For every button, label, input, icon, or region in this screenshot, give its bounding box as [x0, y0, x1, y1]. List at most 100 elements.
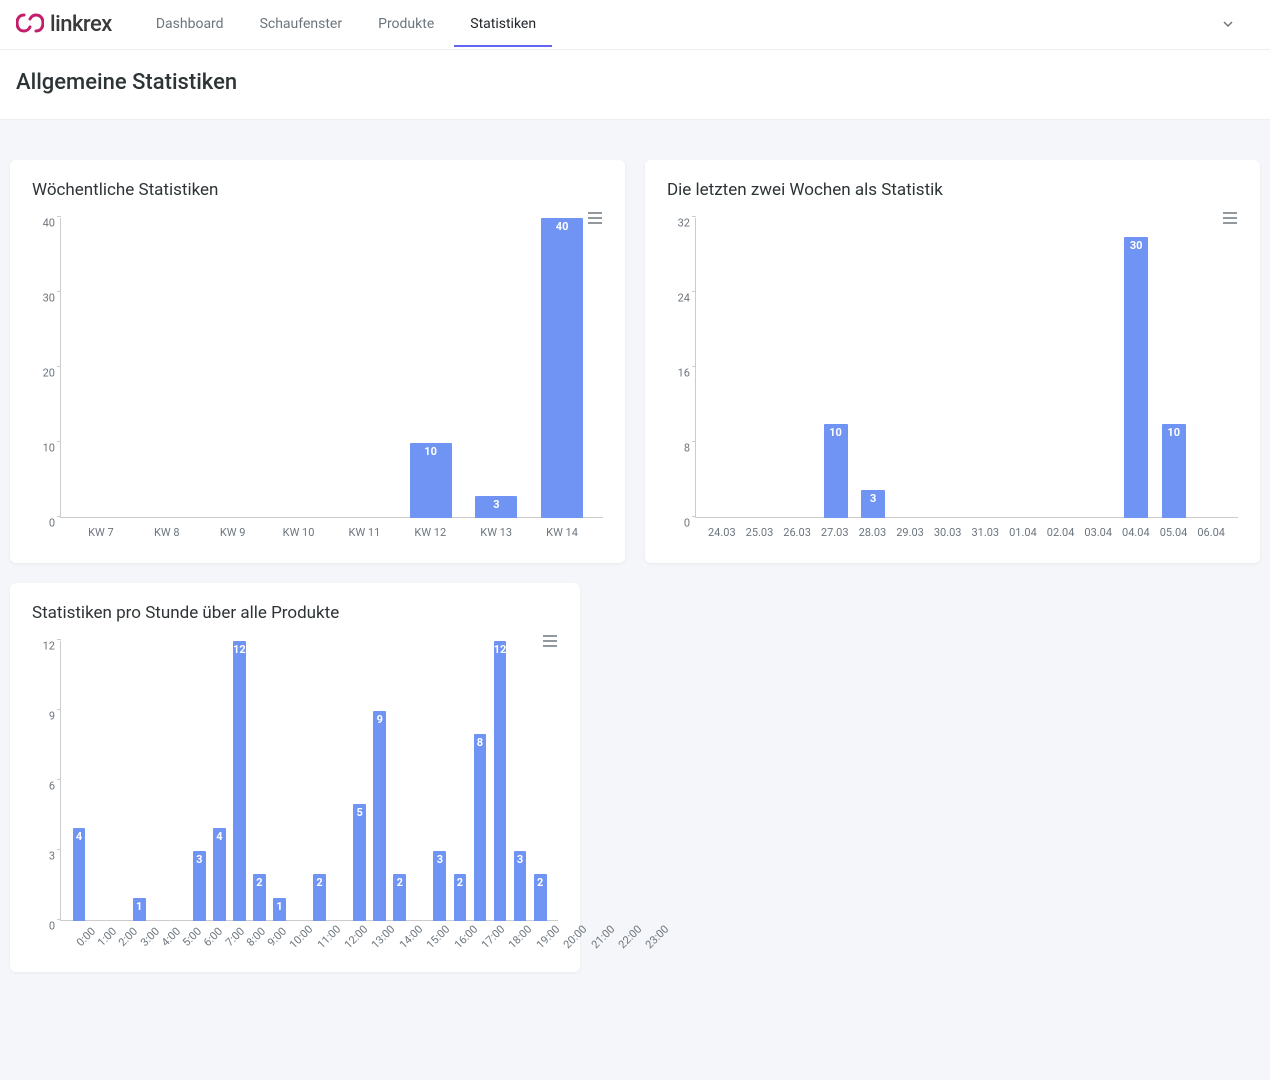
bar[interactable]: 10 [410, 443, 452, 518]
bar-value-label: 9 [377, 713, 383, 726]
card-title-hourly: Statistiken pro Stunde über alle Produkt… [32, 603, 558, 623]
card-title-weekly: Wöchentliche Statistiken [32, 180, 603, 200]
y-axis-tick: 9 [31, 710, 55, 723]
page-title: Allgemeine Statistiken [16, 70, 1254, 95]
bar[interactable]: 30 [1124, 237, 1148, 518]
y-axis-tick: 16 [666, 367, 690, 380]
bar[interactable]: 1 [273, 898, 286, 921]
x-axis-tick: 01.04 [1004, 518, 1042, 539]
bar-slot: 2 [530, 641, 550, 921]
y-axis-tick: 3 [31, 850, 55, 863]
y-axis-tick: 6 [31, 780, 55, 793]
bars-container: 10 3 40 [61, 218, 603, 518]
bar[interactable]: 10 [824, 424, 848, 518]
x-axis-tick: KW 12 [397, 518, 463, 539]
bar[interactable]: 4 [73, 828, 86, 921]
bar[interactable]: 3 [514, 851, 527, 921]
plot-area: 01020304010340 [60, 218, 603, 518]
bar-value-label: 3 [870, 492, 876, 505]
bar[interactable]: 3 [193, 851, 206, 921]
bar-slot: 1 [129, 641, 149, 921]
chart-weekly: 01020304010340KW 7KW 8KW 9KW 10KW 11KW 1… [32, 218, 603, 539]
bar[interactable]: 5 [353, 804, 366, 921]
bar[interactable]: 2 [253, 874, 266, 921]
bar-slot: 3 [510, 641, 530, 921]
brand-logo-icon [16, 12, 44, 38]
nav-schaufenster[interactable]: Schaufenster [244, 2, 359, 47]
bar-slot [1080, 218, 1118, 518]
bar-slot [1005, 218, 1043, 518]
bar[interactable]: 3 [433, 851, 446, 921]
x-axis-tick: 02.04 [1042, 518, 1080, 539]
bar-slot [1042, 218, 1080, 518]
card-hourly-stats: Statistiken pro Stunde über alle Produkt… [10, 583, 580, 972]
x-axis-tick: 23:00 [633, 913, 671, 951]
bar-slot: 3 [189, 641, 209, 921]
x-axis-tick: KW 13 [463, 518, 529, 539]
content: Wöchentliche Statistiken 01020304010340K… [0, 120, 1270, 992]
bar-slot [779, 218, 817, 518]
bar-slot [332, 218, 398, 518]
bar-value-label: 30 [1130, 239, 1143, 252]
card-weekly-stats: Wöchentliche Statistiken 01020304010340K… [10, 160, 625, 563]
bar-value-label: 1 [276, 900, 282, 913]
y-axis-tick: 32 [666, 217, 690, 230]
bar[interactable]: 9 [373, 711, 386, 921]
x-axis-tick: 26.03 [778, 518, 816, 539]
bar[interactable]: 10 [1162, 424, 1186, 518]
nav-produkte[interactable]: Produkte [362, 2, 450, 47]
bar-value-label: 3 [517, 853, 523, 866]
y-axis-tick: 24 [666, 292, 690, 305]
main-nav: Dashboard Schaufenster Produkte Statisti… [140, 2, 552, 47]
bar-value-label: 2 [537, 876, 543, 889]
bar[interactable]: 3 [861, 490, 885, 518]
bar-slot: 4 [69, 641, 89, 921]
chart-twoweeks: 08162432103301024.0325.0326.0327.0328.03… [667, 218, 1238, 539]
x-axis-tick: KW 9 [200, 518, 266, 539]
bar-slot: 9 [370, 641, 390, 921]
bar[interactable]: 8 [474, 734, 487, 921]
bar-slot: 2 [310, 641, 330, 921]
bar-slot: 3 [464, 218, 530, 518]
bar-value-label: 4 [76, 830, 82, 843]
x-axis-tick: 03.04 [1079, 518, 1117, 539]
bar[interactable]: 12 [494, 641, 507, 921]
bar[interactable]: 4 [213, 828, 226, 921]
y-axis-tick: 20 [31, 367, 55, 380]
x-axis-tick: 30.03 [929, 518, 967, 539]
bar-slot: 3 [430, 641, 450, 921]
bar-slot: 2 [249, 641, 269, 921]
x-axis-tick: KW 8 [134, 518, 200, 539]
x-axis-tick: 04.04 [1117, 518, 1155, 539]
bar-value-label: 5 [357, 806, 363, 819]
plot-area: 081624321033010 [695, 218, 1238, 518]
plot-area: 0369124134122125923281232 [60, 641, 558, 921]
y-axis-tick: 30 [31, 292, 55, 305]
x-axis-labels: KW 7KW 8KW 9KW 10KW 11KW 12KW 13KW 14 [60, 518, 603, 539]
bar-slot [330, 641, 350, 921]
x-axis-tick: KW 10 [266, 518, 332, 539]
user-menu-toggle[interactable] [1222, 15, 1234, 34]
x-axis-tick: KW 7 [68, 518, 134, 539]
x-axis-labels: 24.0325.0326.0327.0328.0329.0330.0331.03… [695, 518, 1238, 539]
bar-value-label: 2 [397, 876, 403, 889]
bar-slot [1193, 218, 1231, 518]
bar-value-label: 10 [1167, 426, 1180, 439]
bar[interactable]: 3 [475, 496, 517, 519]
x-axis-tick: 06.04 [1192, 518, 1230, 539]
y-axis-tick: 40 [31, 217, 55, 230]
bar-slot: 8 [470, 641, 490, 921]
brand-logo[interactable]: linkrex [16, 12, 112, 38]
nav-dashboard[interactable]: Dashboard [140, 2, 240, 47]
bar[interactable]: 12 [233, 641, 246, 921]
y-axis-tick: 0 [666, 517, 690, 530]
bar-slot: 10 [398, 218, 464, 518]
bar-slot: 10 [817, 218, 855, 518]
x-axis-tick: KW 14 [529, 518, 595, 539]
chevron-down-icon [1222, 18, 1234, 30]
y-axis-tick: 0 [31, 920, 55, 933]
bar-slot [201, 218, 267, 518]
chart-hourly: 03691241341221259232812320:001:002:003:0… [32, 641, 558, 948]
bar[interactable]: 40 [541, 218, 583, 518]
nav-statistiken[interactable]: Statistiken [454, 2, 552, 47]
